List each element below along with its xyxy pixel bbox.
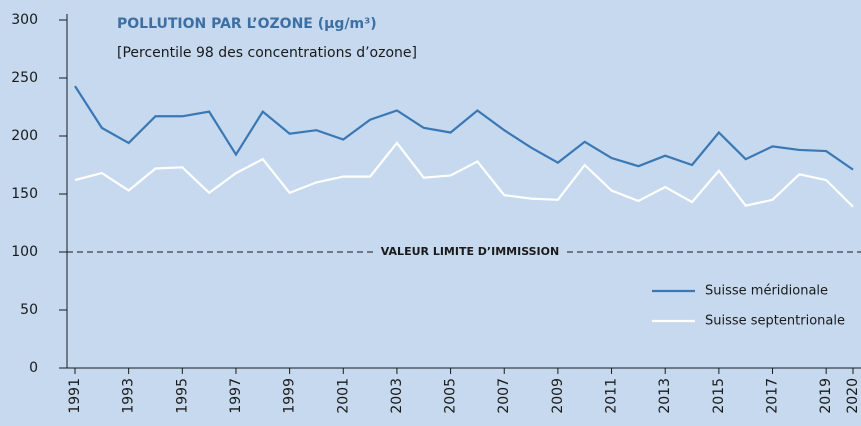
y-tick-label: 0 xyxy=(29,360,38,376)
y-tick-label: 300 xyxy=(11,12,38,28)
chart-title: POLLUTION PAR L’OZONE (µg/m³) xyxy=(117,16,377,32)
x-tick-label: 2009 xyxy=(550,378,566,414)
x-tick-label: 1991 xyxy=(67,378,83,414)
series-line xyxy=(74,85,854,171)
x-tick-label: 2003 xyxy=(389,378,405,414)
reference-label-bg xyxy=(374,244,566,259)
x-tick-label: 2001 xyxy=(335,378,351,414)
y-tick-label: 250 xyxy=(11,70,38,86)
x-tick-label: 2015 xyxy=(711,378,727,414)
x-tick-label: 2020 xyxy=(845,378,861,414)
chart-subtitle: [Percentile 98 des concentrations d’ozon… xyxy=(117,45,417,61)
x-tick-label: 2007 xyxy=(496,378,512,414)
x-tick-label: 1995 xyxy=(174,378,190,414)
y-tick-label: 50 xyxy=(20,302,38,318)
x-tick-label: 1997 xyxy=(228,378,244,414)
y-tick-label: 200 xyxy=(11,128,38,144)
x-tick-label: 2017 xyxy=(765,378,781,414)
y-tick-label: 100 xyxy=(11,244,38,260)
series-line xyxy=(74,141,854,208)
x-tick-label: 1993 xyxy=(121,378,137,414)
x-tick-label: 2019 xyxy=(818,378,834,414)
y-tick-label: 150 xyxy=(11,186,38,202)
x-tick-label: 1999 xyxy=(282,378,298,414)
x-tick-label: 2013 xyxy=(657,378,673,414)
x-tick-label: 2011 xyxy=(604,378,620,414)
legend-label: Suisse méridionale xyxy=(705,284,828,299)
reference-label: VALEUR LIMITE D’IMMISSION xyxy=(381,245,559,258)
x-tick-label: 2005 xyxy=(443,378,459,414)
legend-label: Suisse septentrionale xyxy=(705,314,845,329)
